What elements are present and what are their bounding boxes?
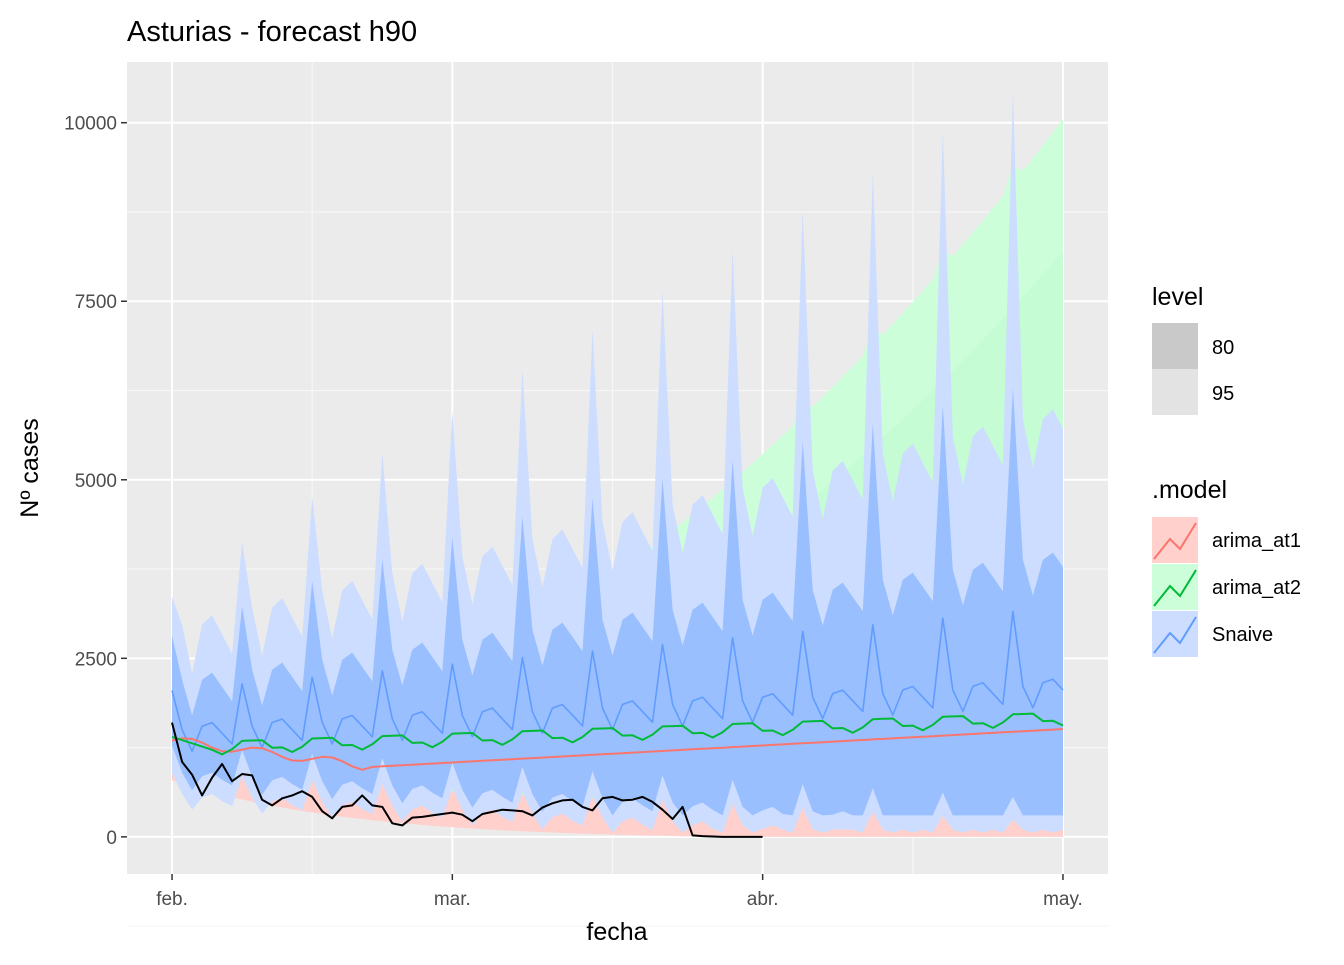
x-axis: feb. mar. abr. may. [156, 874, 1083, 910]
line-observed [171, 722, 763, 838]
legend-level-key-95 [1152, 369, 1198, 415]
legend-model-label-arima-at2: arima_at2 [1212, 577, 1301, 599]
y-axis: 0 2500 5000 7500 10000 [64, 114, 127, 849]
x-tick-label: mar. [434, 889, 471, 910]
band-snaive-80 [172, 388, 1063, 816]
legend-model-label-snaive: Snaive [1212, 624, 1273, 646]
legend-level-key-80 [1152, 323, 1198, 369]
legend-level: level 80 95 [1152, 283, 1234, 415]
legend-model-key-line [1153, 569, 1197, 607]
x-axis-title: fecha [586, 918, 647, 946]
legend-model-key [1152, 564, 1198, 610]
legend-level-title: level [1152, 283, 1203, 311]
x-tick-label: may. [1043, 889, 1083, 910]
y-tick-label: 5000 [75, 471, 117, 492]
legend-model-key-line [1153, 616, 1197, 654]
legend-model-key [1152, 517, 1198, 563]
legend-model-title: .model [1152, 476, 1227, 504]
legend-model-label-arima-at1: arima_at1 [1212, 530, 1301, 552]
legend-level-label-95: 95 [1212, 383, 1234, 405]
x-tick-label: abr. [747, 889, 779, 910]
y-axis-title: Nº cases [16, 418, 44, 517]
legend-model-key [1152, 611, 1198, 657]
y-tick-label: 2500 [75, 649, 117, 670]
line-arima-at1-mean [171, 728, 1064, 771]
line-arima-at2-mean [171, 712, 1064, 756]
plot-panel [127, 62, 1108, 927]
forecast-bands [172, 92, 1063, 837]
x-tick-label: feb. [156, 889, 188, 910]
legend-model-keys [1152, 517, 1198, 657]
y-tick-label: 0 [106, 828, 117, 849]
y-tick-label: 10000 [64, 114, 117, 135]
line-snaive-mean [171, 610, 1064, 753]
forecast-lines [171, 610, 1064, 838]
legend-model: .model arima_at1 arima_at2 Snaive [1152, 476, 1301, 657]
chart-title: Asturias - forecast h90 [127, 16, 417, 48]
legend-model-key-line [1153, 522, 1197, 560]
legend-level-label-80: 80 [1212, 337, 1234, 359]
y-tick-label: 7500 [75, 292, 117, 313]
